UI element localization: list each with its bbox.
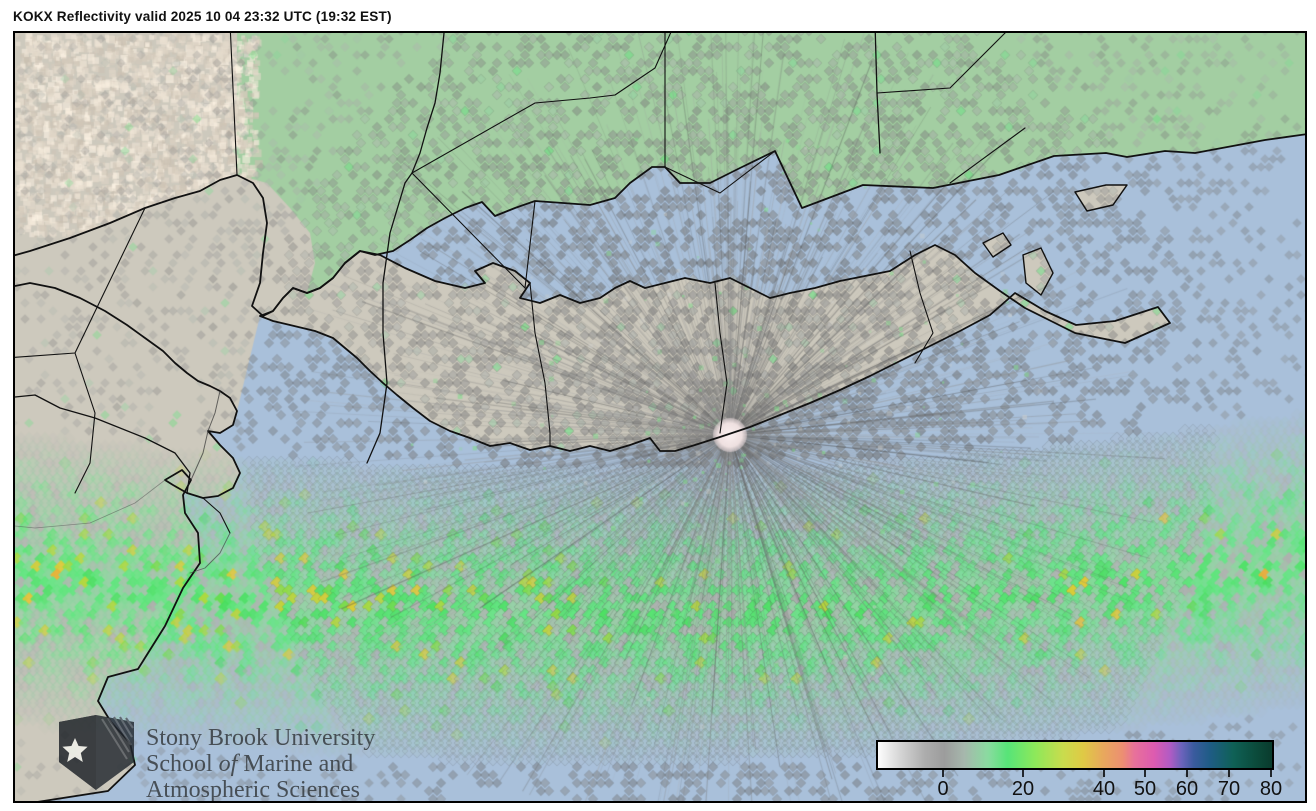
svg-text:20: 20 <box>1012 778 1034 800</box>
svg-text:School of Marine and: School of Marine and <box>146 751 353 777</box>
svg-text:40: 40 <box>1093 778 1115 800</box>
svg-text:Atmospheric Sciences: Atmospheric Sciences <box>146 777 360 803</box>
svg-text:Stony Brook University: Stony Brook University <box>146 725 375 751</box>
svg-text:60: 60 <box>1176 778 1198 800</box>
svg-text:50: 50 <box>1134 778 1156 800</box>
svg-text:0: 0 <box>937 778 948 800</box>
svg-text:80: 80 <box>1260 778 1282 800</box>
svg-text:70: 70 <box>1218 778 1240 800</box>
